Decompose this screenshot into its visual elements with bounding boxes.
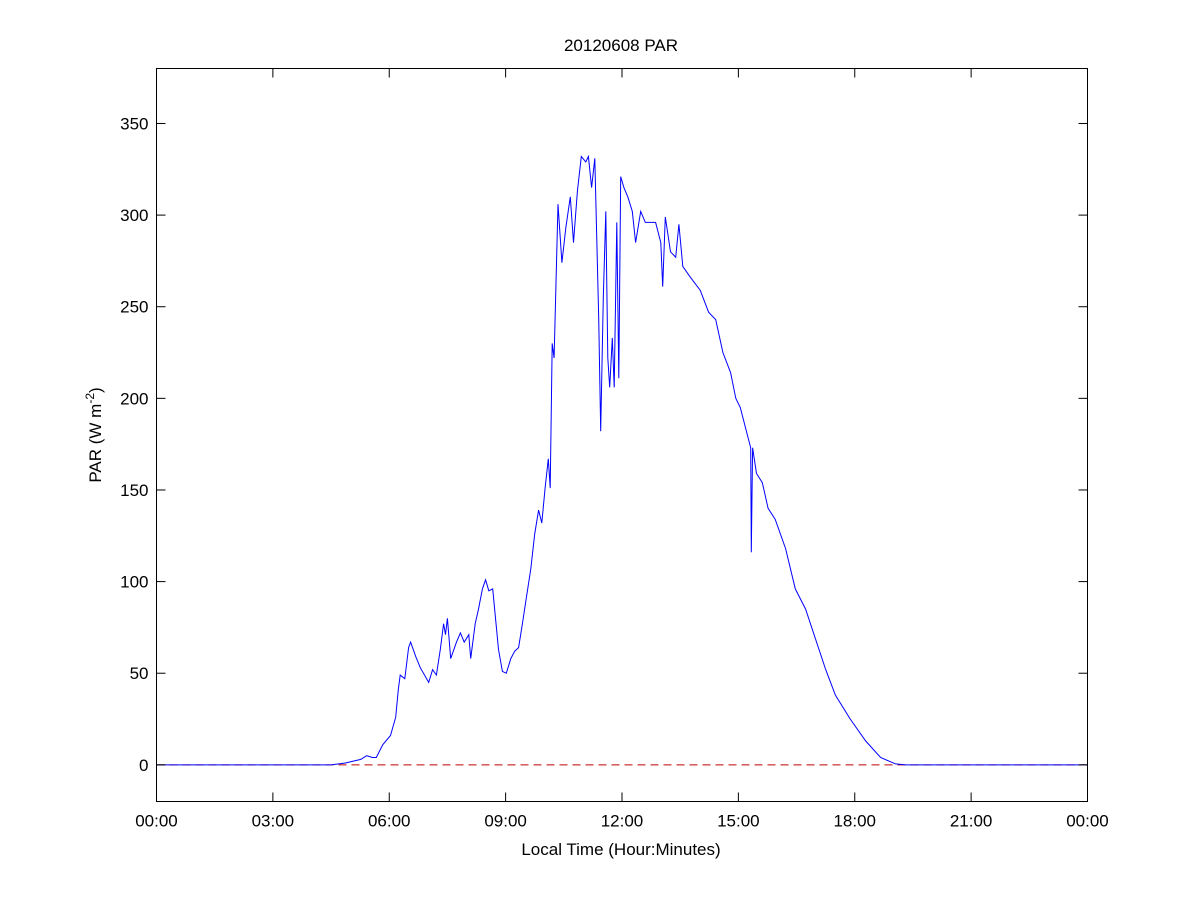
y-axis-label-sup: -2 <box>83 393 97 404</box>
x-tick-label: 09:00 <box>484 812 527 831</box>
y-tick-label: 100 <box>120 573 148 592</box>
y-tick-label: 0 <box>139 756 148 775</box>
axes-ticks: 00:00 03:00 06:00 09:00 12:00 15:00 18:00 21:00… <box>120 68 1109 831</box>
plot-area <box>156 154 1088 766</box>
chart-title: 20120608 PAR <box>564 36 678 55</box>
y-axis-label-main: PAR (W m <box>86 404 105 483</box>
x-tick-label: 00:00 <box>1066 812 1109 831</box>
y-axis-label: PAR (W m-2) <box>83 387 105 482</box>
x-tick-label: 03:00 <box>252 812 295 831</box>
y-tick-label: 150 <box>120 481 148 500</box>
y-tick-label: 200 <box>120 389 148 408</box>
y-tick-label: 250 <box>120 298 148 317</box>
x-tick-label: 12:00 <box>601 812 644 831</box>
x-tick-label: 06:00 <box>368 812 411 831</box>
par-series-line <box>156 154 1088 766</box>
y-tick-label: 300 <box>120 206 148 225</box>
y-tick-label: 50 <box>130 664 149 683</box>
x-tick-label: 21:00 <box>950 812 993 831</box>
x-axis-label: Local Time (Hour:Minutes) <box>521 840 720 859</box>
x-tick-label: 15:00 <box>717 812 760 831</box>
x-tick-label: 18:00 <box>833 812 876 831</box>
axes-box <box>156 68 1088 802</box>
y-tick-label: 350 <box>120 114 148 133</box>
y-axis-label-close: ) <box>86 387 105 393</box>
x-tick-label: 00:00 <box>135 812 178 831</box>
